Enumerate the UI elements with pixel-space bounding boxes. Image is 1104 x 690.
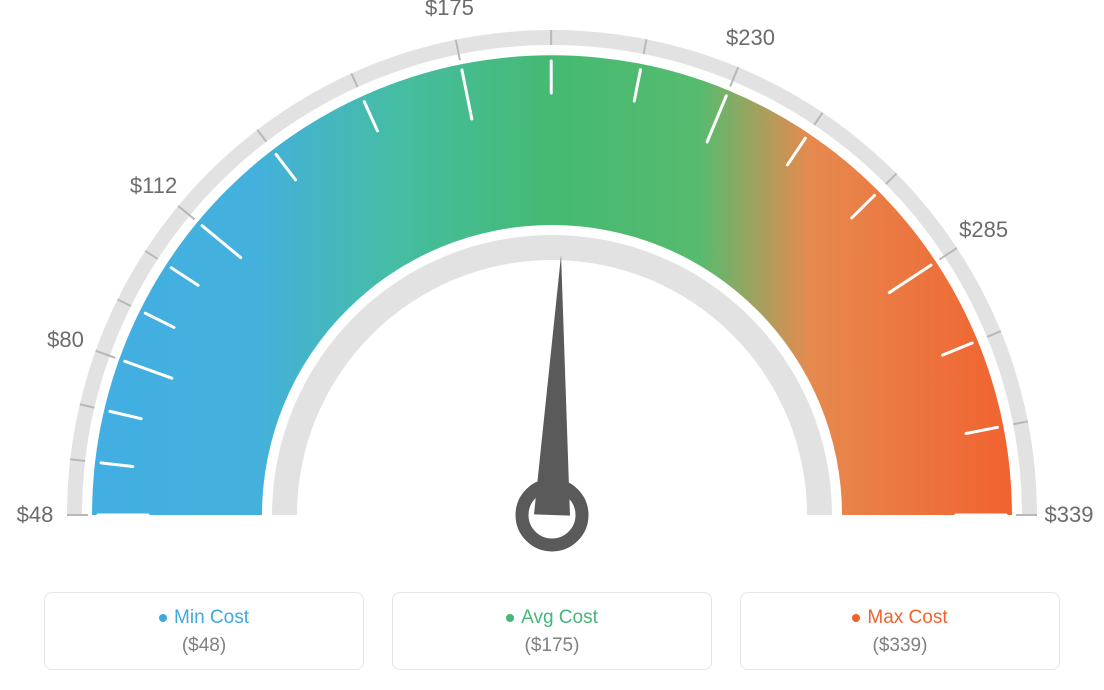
- legend-label-max: Max Cost: [867, 607, 947, 628]
- legend-title-min: Min Cost: [55, 607, 353, 629]
- legend-title-avg: Avg Cost: [403, 607, 701, 629]
- legend-title-max: Max Cost: [751, 607, 1049, 629]
- gauge-tick-label: $112: [130, 173, 177, 199]
- gauge-chart: $48 $80 $112 $175 $230 $285 $339: [0, 0, 1104, 560]
- legend-card-max: Max Cost ($339): [740, 592, 1060, 670]
- gauge-tick-label: $230: [726, 25, 775, 51]
- gauge-tick-label: $175: [425, 0, 474, 21]
- legend-card-avg: Avg Cost ($175): [392, 592, 712, 670]
- gauge-tick-label: $285: [959, 217, 1008, 243]
- gauge-tick-label: $48: [17, 502, 54, 528]
- gauge-svg: [0, 0, 1104, 560]
- dot-icon-avg: [506, 614, 514, 622]
- legend-label-avg: Avg Cost: [521, 607, 598, 628]
- gauge-tick-label: $80: [47, 327, 84, 353]
- gauge-tick-label: $339: [1045, 502, 1094, 528]
- legend-label-min: Min Cost: [174, 607, 249, 628]
- dot-icon-min: [159, 614, 167, 622]
- legend-value-avg: ($175): [403, 635, 701, 657]
- legend-card-min: Min Cost ($48): [44, 592, 364, 670]
- legend-value-max: ($339): [751, 635, 1049, 657]
- legend-value-min: ($48): [55, 635, 353, 657]
- legend-row: Min Cost ($48) Avg Cost ($175) Max Cost …: [0, 592, 1104, 670]
- dot-icon-max: [852, 614, 860, 622]
